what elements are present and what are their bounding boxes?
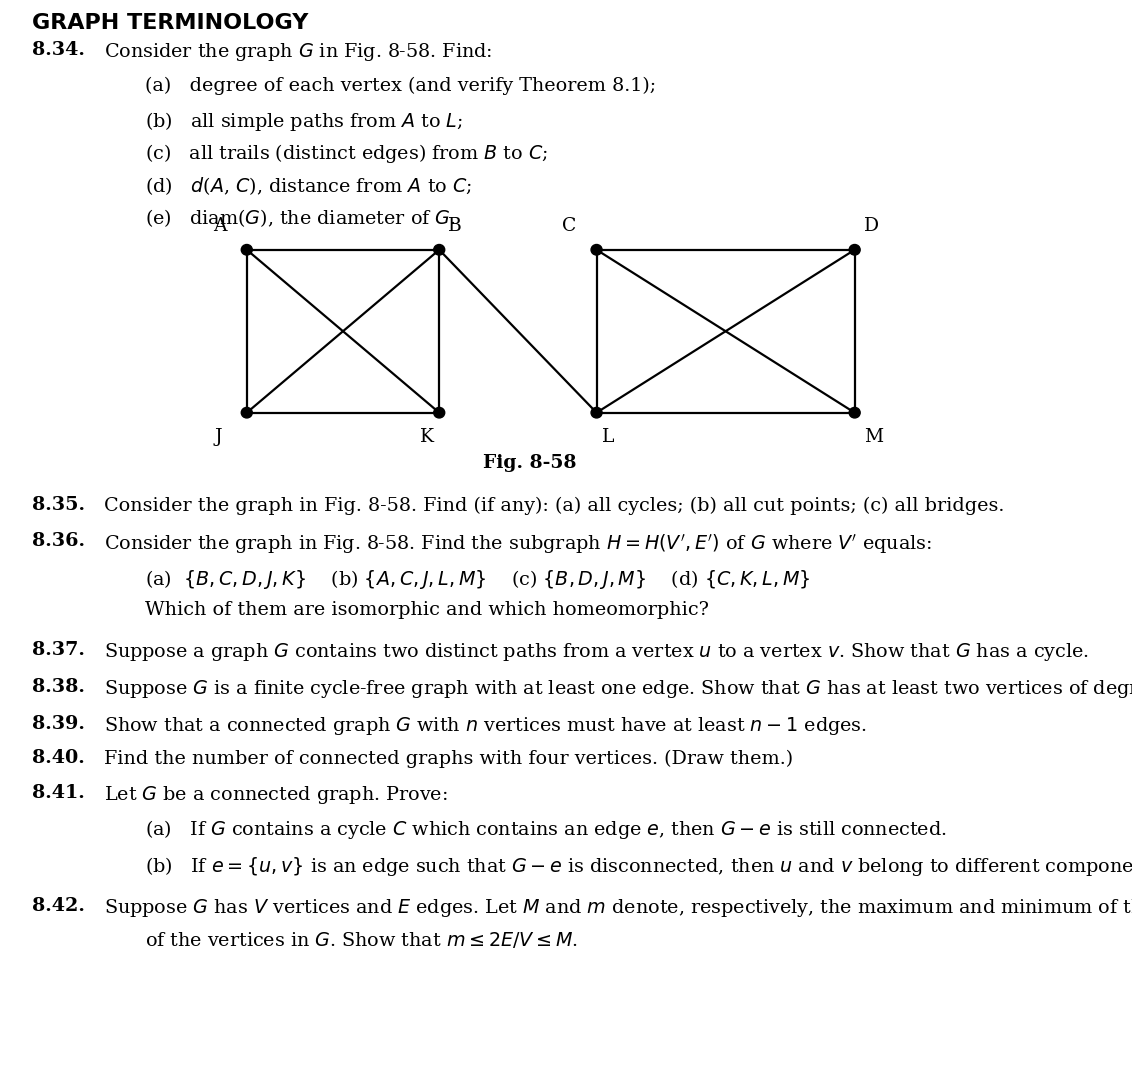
Circle shape xyxy=(241,244,252,255)
Text: K: K xyxy=(420,428,434,445)
Text: M: M xyxy=(864,428,883,445)
Text: J: J xyxy=(214,428,222,445)
Circle shape xyxy=(434,407,445,418)
Circle shape xyxy=(241,407,252,418)
Text: Find the number of connected graphs with four vertices. (Draw them.): Find the number of connected graphs with… xyxy=(104,749,794,768)
Text: (a)   If $G$ contains a cycle $C$ which contains an edge $e$, then $G - e$ is st: (a) If $G$ contains a cycle $C$ which co… xyxy=(145,818,946,841)
Text: 8.34.: 8.34. xyxy=(32,41,85,60)
Text: Suppose a graph $G$ contains two distinct paths from a vertex $u$ to a vertex $v: Suppose a graph $G$ contains two distinc… xyxy=(104,641,1089,662)
Circle shape xyxy=(849,244,860,255)
Text: Suppose $G$ is a finite cycle-free graph with at least one edge. Show that $G$ h: Suppose $G$ is a finite cycle-free graph… xyxy=(104,678,1132,699)
Text: Consider the graph $G$ in Fig. 8-58. Find:: Consider the graph $G$ in Fig. 8-58. Fin… xyxy=(104,41,492,63)
Text: D: D xyxy=(864,217,878,235)
Text: of the vertices in $G$. Show that $m \leq 2E/V \leq M$.: of the vertices in $G$. Show that $m \le… xyxy=(145,930,578,949)
Text: Which of them are isomorphic and which homeomorphic?: Which of them are isomorphic and which h… xyxy=(145,601,709,619)
Text: 8.36.: 8.36. xyxy=(32,532,85,551)
Text: 8.39.: 8.39. xyxy=(32,715,85,733)
Text: 8.35.: 8.35. xyxy=(32,496,85,515)
Circle shape xyxy=(591,407,602,418)
Text: (a)   degree of each vertex (and verify Theorem 8.1);: (a) degree of each vertex (and verify Th… xyxy=(145,77,657,96)
Text: Let $G$ be a connected graph. Prove:: Let $G$ be a connected graph. Prove: xyxy=(104,784,448,806)
Text: (b)   all simple paths from $A$ to $L$;: (b) all simple paths from $A$ to $L$; xyxy=(145,110,463,132)
Text: 8.42.: 8.42. xyxy=(32,897,85,915)
Text: C: C xyxy=(561,217,576,235)
Text: Suppose $G$ has $V$ vertices and $E$ edges. Let $M$ and $m$ denote, respectively: Suppose $G$ has $V$ vertices and $E$ edg… xyxy=(104,897,1132,919)
Text: L: L xyxy=(602,428,615,445)
Text: Fig. 8-58: Fig. 8-58 xyxy=(483,454,576,472)
Text: (b)   If $e = \{u, v\}$ is an edge such that $G - e$ is disconnected, then $u$ a: (b) If $e = \{u, v\}$ is an edge such th… xyxy=(145,855,1132,877)
Text: (c)   all trails (distinct edges) from $B$ to $C$;: (c) all trails (distinct edges) from $B$… xyxy=(145,142,548,165)
Text: (e)   diam($G$), the diameter of $G$.: (e) diam($G$), the diameter of $G$. xyxy=(145,207,456,229)
Text: 8.38.: 8.38. xyxy=(32,678,85,696)
Text: Consider the graph in Fig. 8-58. Find (if any): (a) all cycles; (b) all cut poin: Consider the graph in Fig. 8-58. Find (i… xyxy=(104,496,1004,515)
Text: 8.37.: 8.37. xyxy=(32,641,85,659)
Text: (a)  $\{B, C, D, J, K\}$    (b) $\{A, C, J, L, M\}$    (c) $\{B, D, J, M\}$    (: (a) $\{B, C, D, J, K\}$ (b) $\{A, C, J, … xyxy=(145,568,811,591)
Text: 8.41.: 8.41. xyxy=(32,784,85,803)
Circle shape xyxy=(591,244,602,255)
Text: 8.40.: 8.40. xyxy=(32,749,85,768)
Text: Consider the graph in Fig. 8-58. Find the subgraph $H = H(V', E')$ of $G$ where : Consider the graph in Fig. 8-58. Find th… xyxy=(104,532,932,556)
Text: Show that a connected graph $G$ with $n$ vertices must have at least $n - 1$ edg: Show that a connected graph $G$ with $n$… xyxy=(104,715,867,736)
Text: (d)   $d$($A$, $C$), distance from $A$ to $C$;: (d) $d$($A$, $C$), distance from $A$ to … xyxy=(145,175,472,197)
Circle shape xyxy=(434,244,445,255)
Text: B: B xyxy=(448,217,462,235)
Circle shape xyxy=(849,407,860,418)
Text: A: A xyxy=(213,217,226,235)
Text: GRAPH TERMINOLOGY: GRAPH TERMINOLOGY xyxy=(32,13,308,33)
